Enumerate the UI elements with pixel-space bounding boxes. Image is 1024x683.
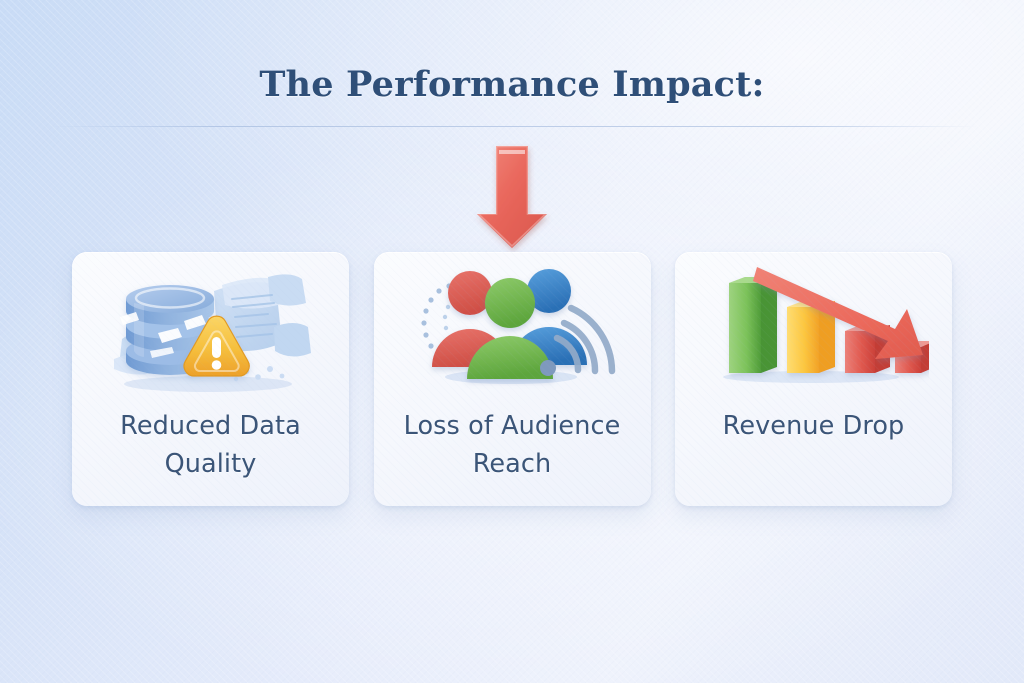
card-revenue-drop[interactable]: Revenue Drop <box>675 252 952 506</box>
card-reduced-data-quality[interactable]: Reduced Data Quality <box>72 252 349 506</box>
impact-card-row: Reduced Data Quality <box>72 252 952 506</box>
declining-bar-chart-with-arrow-icon <box>675 252 952 407</box>
down-arrow-icon <box>466 140 558 252</box>
database-stack-with-warning-icon <box>72 252 349 407</box>
card-label: Reduced Data Quality <box>120 411 301 479</box>
page-title: The Performance Impact: <box>259 64 765 105</box>
card-loss-of-audience-reach[interactable]: Loss of Audience Reach <box>373 252 651 506</box>
card-label: Revenue Drop <box>722 411 905 441</box>
card-label: Loss of Audience Reach <box>403 411 621 479</box>
three-people-with-signal-icon <box>374 252 651 407</box>
header-divider <box>48 126 976 127</box>
